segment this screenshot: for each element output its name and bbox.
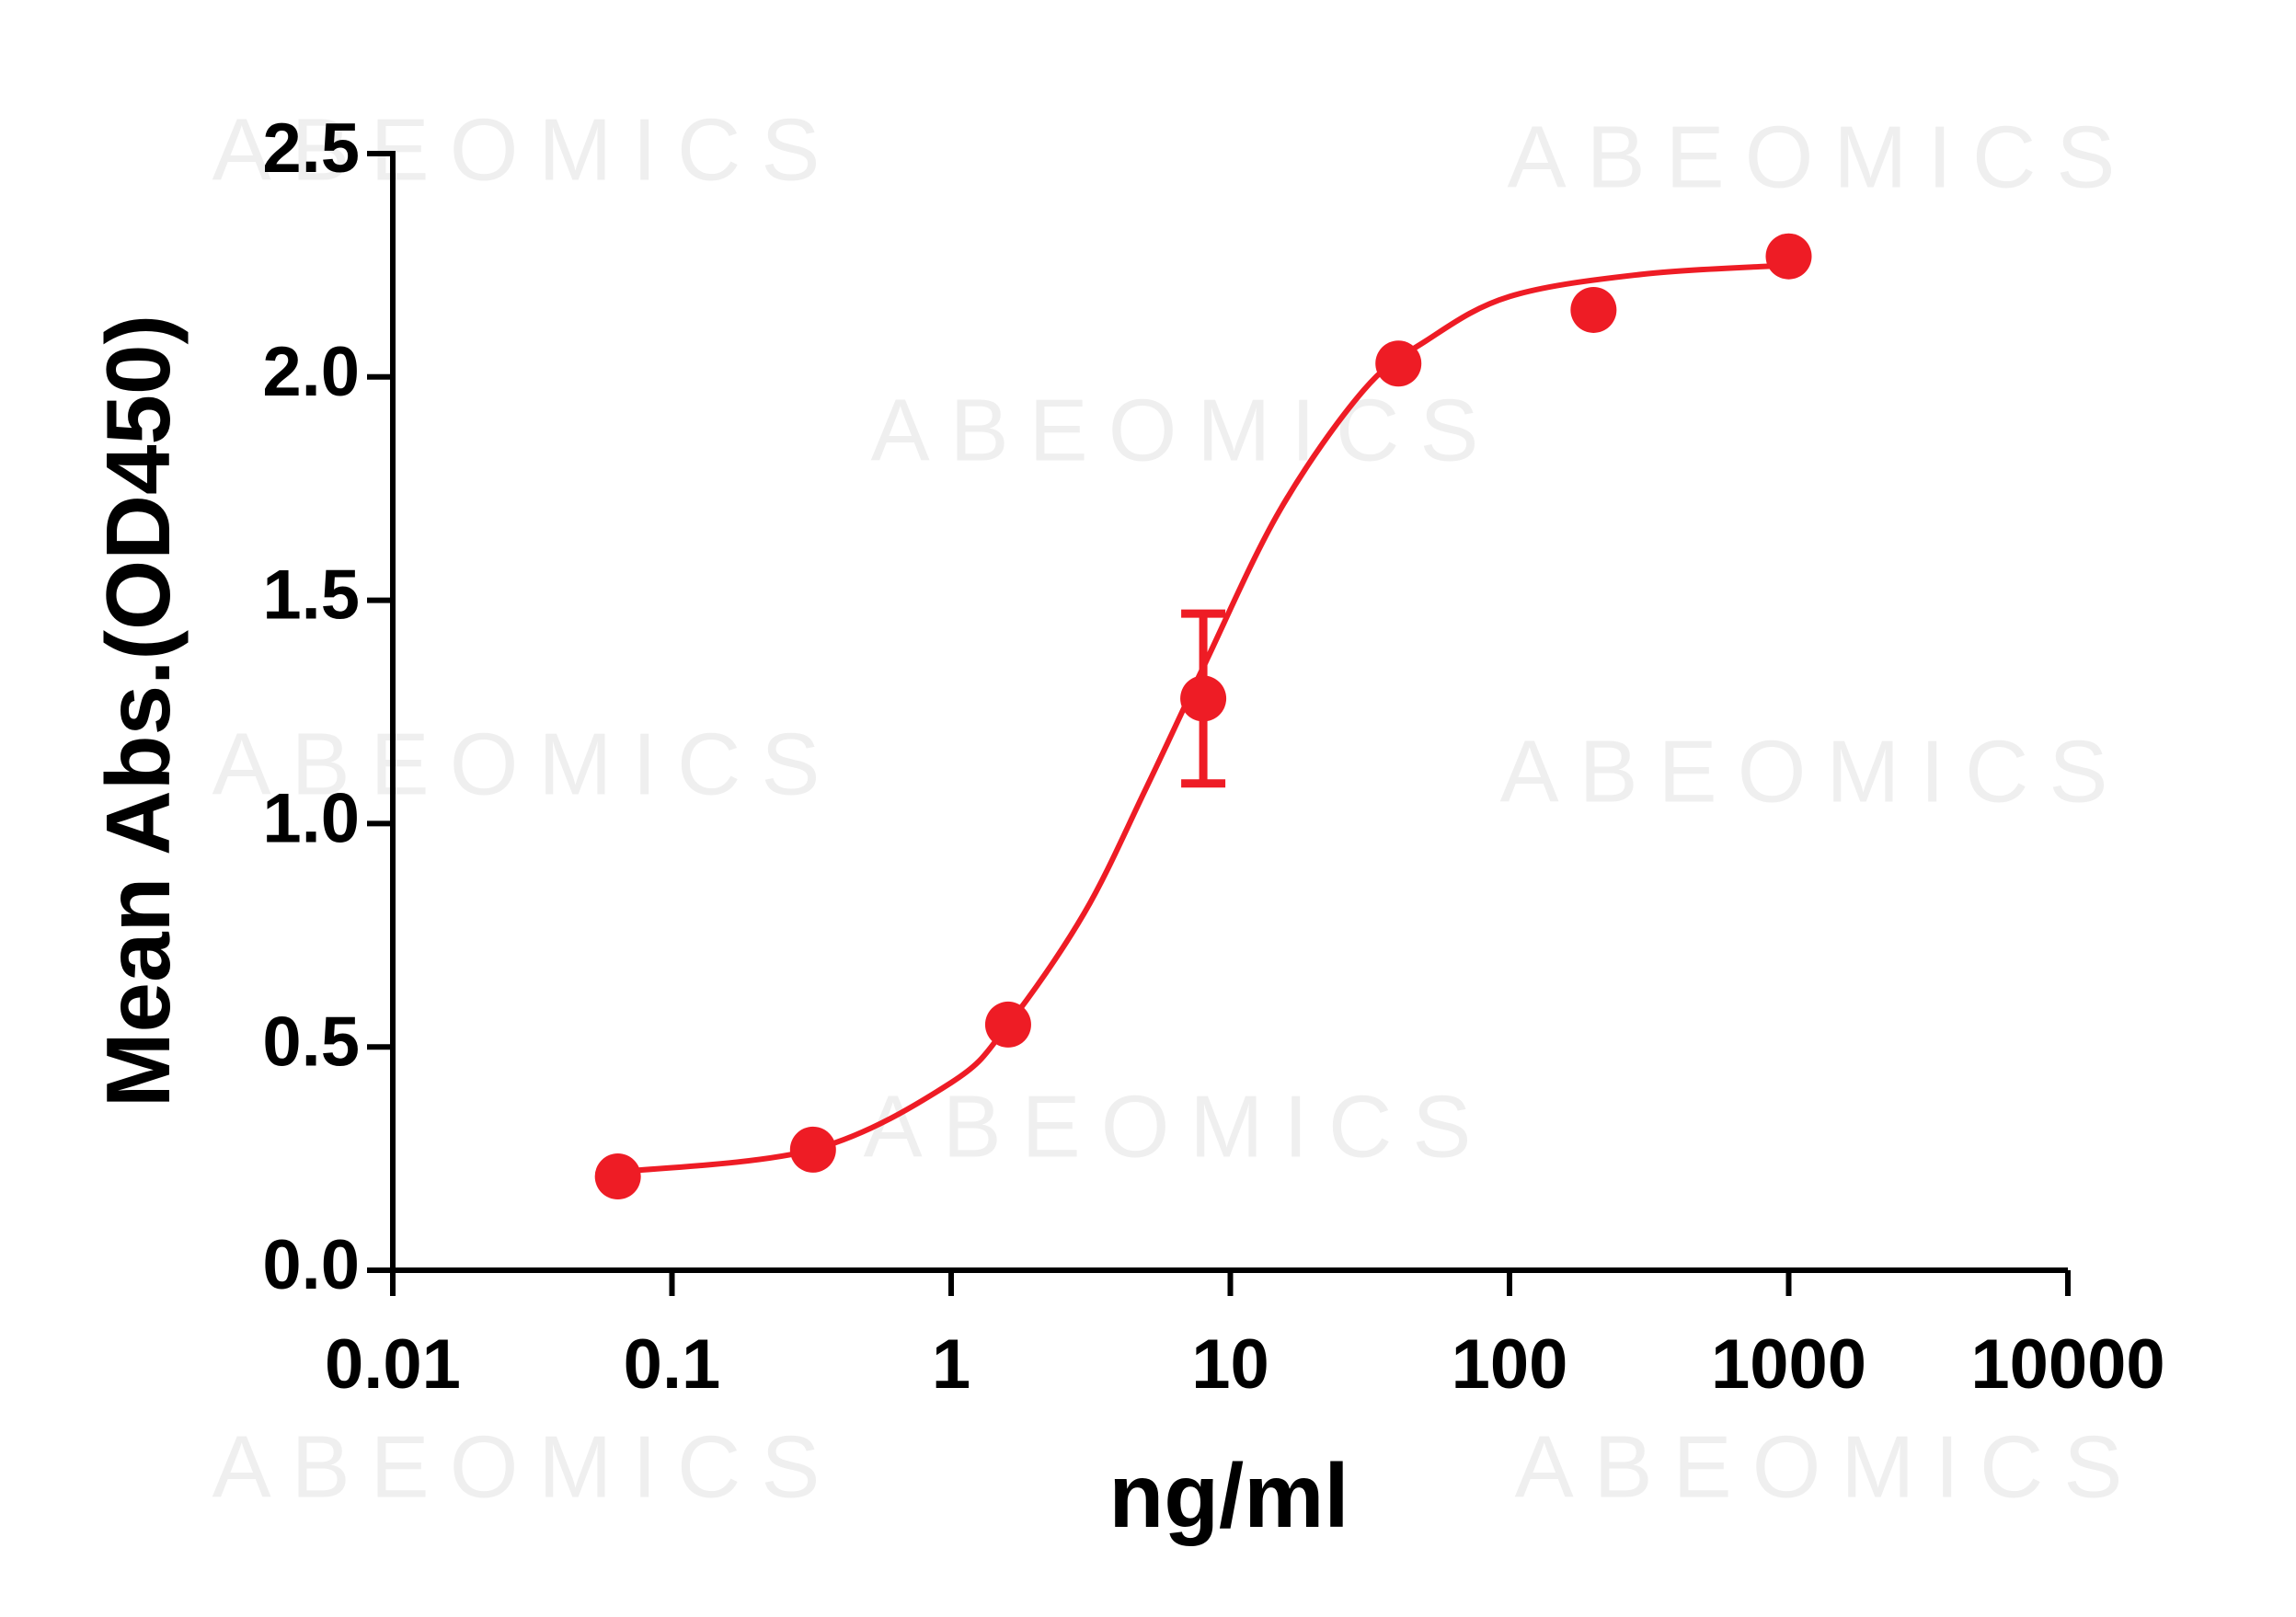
data-point [1765, 233, 1812, 280]
watermark: ABEOMICS [864, 1077, 1492, 1175]
data-point [1180, 675, 1227, 722]
x-tick-label: 10 [1191, 1325, 1269, 1404]
watermark: ABEOMICS [1508, 108, 2136, 206]
y-tick-label: 2.5 [262, 109, 360, 188]
x-tick-label: 100 [1452, 1325, 1568, 1404]
watermark: ABEOMICS [1515, 1417, 2143, 1516]
data-point [1375, 340, 1422, 387]
y-tick-label: 0.0 [262, 1226, 360, 1304]
y-tick-label: 2.0 [262, 333, 360, 411]
y-axis-title: Mean Abs.(OD450) [87, 315, 189, 1107]
x-tick-label: 1 [932, 1325, 970, 1404]
y-tick-label: 0.5 [262, 1003, 360, 1081]
data-point [1570, 286, 1617, 333]
data-point [789, 1126, 836, 1173]
x-tick-label: 1000 [1711, 1325, 1866, 1404]
watermark: ABEOMICS [871, 381, 1499, 479]
watermark: ABEOMICS [212, 715, 841, 813]
x-tick-label: 10000 [1970, 1325, 2164, 1404]
watermark: ABEOMICS [212, 100, 841, 199]
x-axis-title: ng/ml [1108, 1445, 1349, 1546]
x-tick-label: 0.1 [624, 1325, 721, 1404]
watermark: ABEOMICS [212, 1417, 841, 1516]
x-tick-label: 0.01 [325, 1325, 461, 1404]
y-tick-label: 1.0 [262, 779, 360, 857]
data-point [594, 1153, 641, 1200]
watermark: ABEOMICS [1500, 722, 2129, 820]
data-point [984, 1001, 1031, 1048]
y-tick-label: 1.5 [262, 556, 360, 635]
